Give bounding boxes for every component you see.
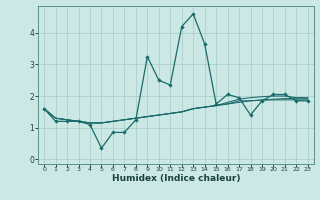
X-axis label: Humidex (Indice chaleur): Humidex (Indice chaleur): [112, 174, 240, 183]
